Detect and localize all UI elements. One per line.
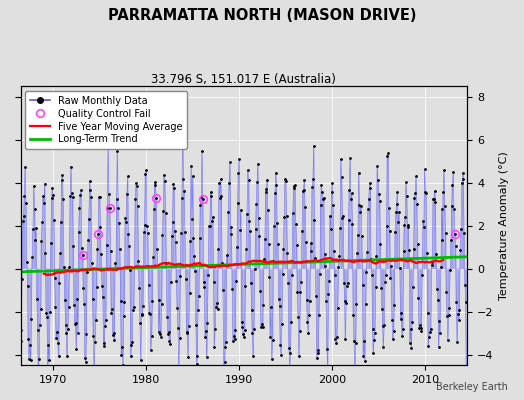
Text: Berkeley Earth: Berkeley Earth — [436, 382, 508, 392]
Title: 33.796 S, 151.017 E (Australia): 33.796 S, 151.017 E (Australia) — [151, 73, 336, 86]
Legend: Raw Monthly Data, Quality Control Fail, Five Year Moving Average, Long-Term Tren: Raw Monthly Data, Quality Control Fail, … — [26, 91, 187, 149]
Y-axis label: Temperature Anomaly (°C): Temperature Anomaly (°C) — [499, 151, 509, 300]
Text: PARRAMATTA NORTH (MASON DRIVE): PARRAMATTA NORTH (MASON DRIVE) — [108, 8, 416, 23]
